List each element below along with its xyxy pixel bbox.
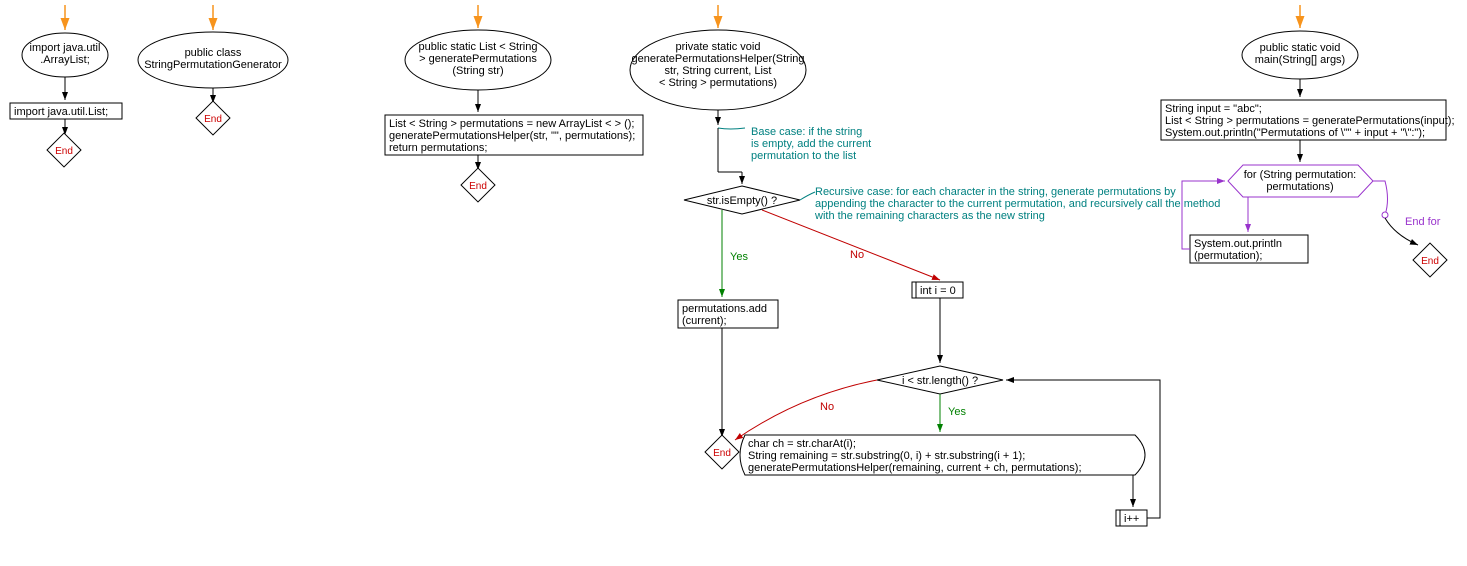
svg-text:permutations.add: permutations.add	[682, 303, 767, 315]
section-helper: private static void generatePermutations…	[630, 5, 1220, 526]
svg-text:str, String current, List: str, String current, List	[665, 65, 772, 77]
svg-text:< String > permutations): < String > permutations)	[659, 77, 777, 89]
svg-text:End: End	[1421, 256, 1439, 267]
svg-text:System.out.println("Permutatio: System.out.println("Permutations of \"" …	[1165, 127, 1425, 139]
svg-text:(permutation);: (permutation);	[1194, 250, 1262, 262]
svg-text:is empty, add the current: is empty, add the current	[751, 138, 871, 150]
svg-text:int i = 0: int i = 0	[920, 285, 956, 297]
end-node-5: End	[1413, 243, 1447, 277]
svg-text:import java.util.List;: import java.util.List;	[14, 106, 108, 118]
end-node-1: End	[47, 133, 81, 167]
no-label-1: No	[850, 249, 864, 261]
svg-text:Recursive case: for each chara: Recursive case: for each character in th…	[815, 186, 1176, 198]
yes-label-1: Yes	[730, 251, 748, 263]
svg-text:public static List < String: public static List < String	[419, 41, 538, 53]
svg-text:i++: i++	[1124, 513, 1139, 525]
section-class-decl: public class StringPermutationGenerator …	[138, 5, 288, 135]
svg-text:> generatePermutations: > generatePermutations	[419, 53, 537, 65]
svg-text:private static void: private static void	[676, 41, 761, 53]
svg-text:String remaining = str.substri: String remaining = str.substring(0, i) +…	[748, 450, 1025, 462]
svg-text:(current);: (current);	[682, 315, 727, 327]
svg-text:End: End	[204, 114, 222, 125]
ellipse1-text: import java.util	[30, 42, 101, 54]
svg-text:i < str.length() ?: i < str.length() ?	[902, 375, 978, 387]
svg-text:Base case: if the string: Base case: if the string	[751, 126, 862, 138]
section-import-arraylist: import java.util .ArrayList; import java…	[10, 5, 122, 167]
svg-text:No: No	[820, 401, 834, 413]
svg-text:Yes: Yes	[948, 406, 966, 418]
svg-text:str.isEmpty() ?: str.isEmpty() ?	[707, 195, 777, 207]
svg-text:permutation to the list: permutation to the list	[751, 150, 856, 162]
svg-text:.ArrayList;: .ArrayList;	[40, 54, 90, 66]
svg-text:End for: End for	[1405, 216, 1441, 228]
flowchart-canvas: import java.util .ArrayList; import java…	[0, 0, 1467, 566]
svg-text:generatePermutationsHelper(Str: generatePermutationsHelper(String	[631, 53, 804, 65]
svg-text:List < String > permutations =: List < String > permutations = new Array…	[389, 118, 634, 130]
svg-text:appending the character to the: appending the character to the current p…	[815, 198, 1220, 210]
svg-text:End: End	[55, 146, 73, 157]
svg-text:generatePermutationsHelper(rem: generatePermutationsHelper(remaining, cu…	[748, 462, 1082, 474]
svg-text:public static void: public static void	[1260, 42, 1341, 54]
end-node-4: End	[705, 435, 739, 469]
svg-text:End: End	[713, 448, 731, 459]
section-generate-permutations: public static List < String > generatePe…	[385, 5, 643, 202]
end-node-2: End	[196, 101, 230, 135]
svg-text:main(String[] args): main(String[] args)	[1255, 54, 1345, 66]
svg-text:return permutations;: return permutations;	[389, 142, 487, 154]
section-main: public static void main(String[] args) S…	[1161, 5, 1455, 277]
svg-text:char ch = str.charAt(i);: char ch = str.charAt(i);	[748, 438, 856, 450]
svg-text:List < String > permutations =: List < String > permutations = generateP…	[1165, 115, 1455, 127]
svg-text:StringPermutationGenerator: StringPermutationGenerator	[144, 59, 282, 71]
svg-text:End: End	[469, 181, 487, 192]
svg-text:(String str): (String str)	[452, 65, 503, 77]
svg-text:with the remaining characters: with the remaining characters as the new…	[814, 210, 1045, 222]
svg-text:System.out.println: System.out.println	[1194, 238, 1282, 250]
svg-text:generatePermutationsHelper(str: generatePermutationsHelper(str, "", perm…	[389, 130, 635, 142]
svg-text:permutations): permutations)	[1266, 181, 1333, 193]
end-node-3: End	[461, 168, 495, 202]
svg-text:for (String permutation:: for (String permutation:	[1244, 169, 1357, 181]
svg-text:String input = "abc";: String input = "abc";	[1165, 103, 1262, 115]
svg-text:public class: public class	[185, 47, 242, 59]
